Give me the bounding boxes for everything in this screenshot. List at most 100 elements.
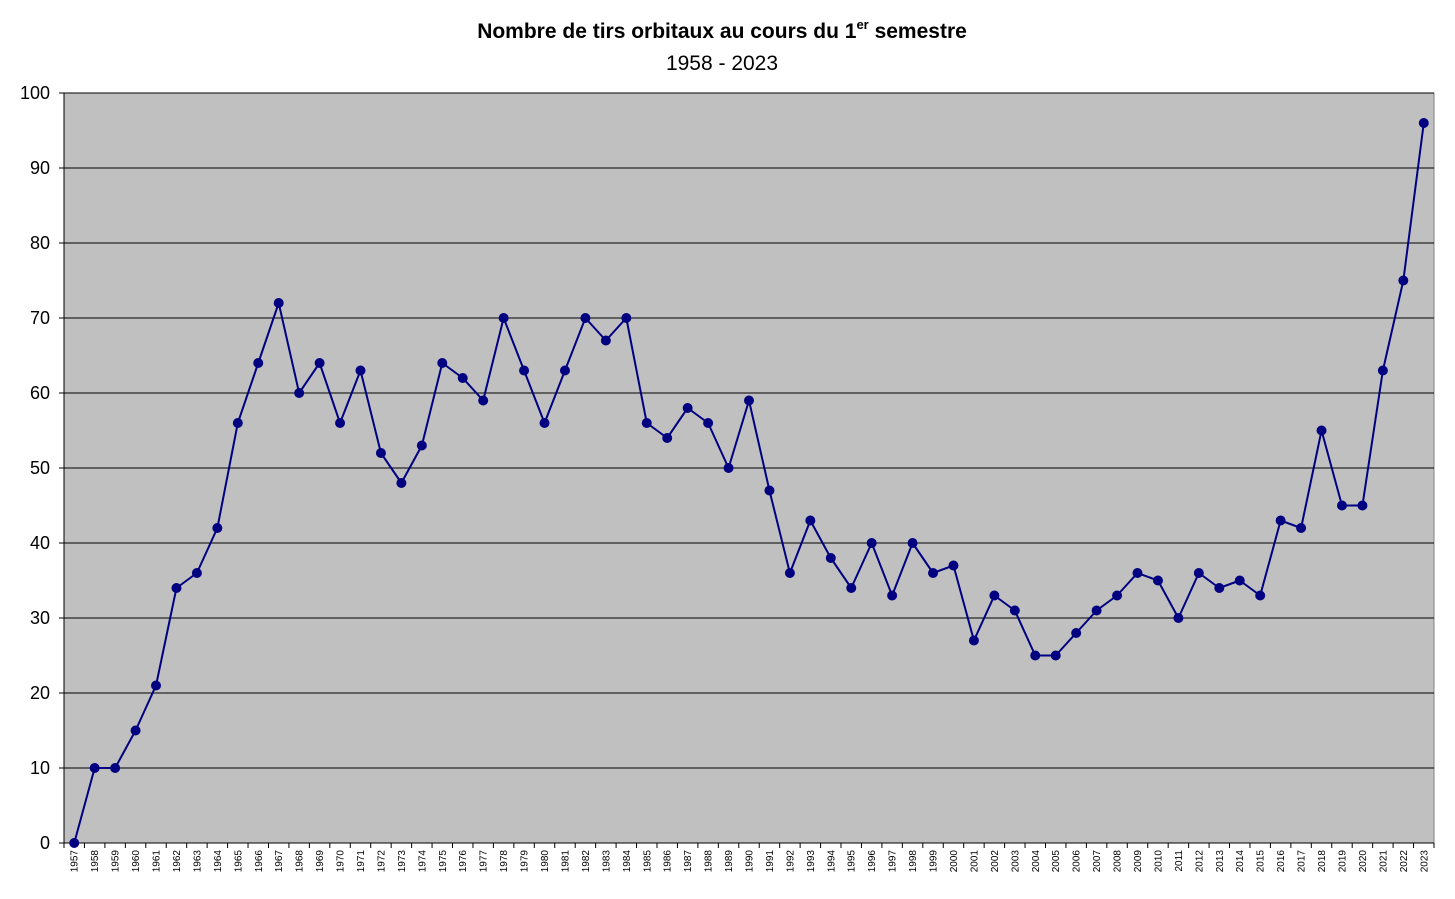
y-tick-label: 50 <box>30 458 50 478</box>
x-tick-label-1978: 1978 <box>499 850 510 873</box>
x-tick-label-1971: 1971 <box>356 850 367 873</box>
data-point-1964 <box>212 523 223 533</box>
x-tick-label-1963: 1963 <box>192 850 203 873</box>
data-point-1996 <box>866 538 877 548</box>
chart-title: Nombre de tirs orbitaux au cours du 1er … <box>477 17 967 43</box>
x-tick-label-1990: 1990 <box>745 850 756 873</box>
data-point-2015 <box>1255 590 1266 601</box>
data-point-1957 <box>69 838 80 848</box>
y-tick-label: 30 <box>30 608 50 628</box>
x-tick-label-1989: 1989 <box>724 850 735 873</box>
data-point-1970 <box>335 418 346 428</box>
x-tick-label-1975: 1975 <box>438 850 449 873</box>
data-point-1984 <box>621 313 632 323</box>
x-tick-label-2018: 2018 <box>1317 850 1328 873</box>
x-tick-label-1966: 1966 <box>254 850 265 873</box>
y-tick-label: 40 <box>30 533 50 553</box>
x-tick-label-1981: 1981 <box>560 850 571 873</box>
x-tick-label-2008: 2008 <box>1113 850 1124 873</box>
chart-title-superscript: er <box>856 17 868 32</box>
x-tick-label-1969: 1969 <box>315 850 326 873</box>
x-tick-label-2012: 2012 <box>1194 850 1205 873</box>
data-point-2010 <box>1152 575 1163 586</box>
x-tick-label-1992: 1992 <box>785 850 796 873</box>
data-point-1972 <box>375 448 386 458</box>
data-point-1982 <box>580 313 591 323</box>
data-point-1968 <box>294 388 305 398</box>
data-point-2021 <box>1377 365 1388 376</box>
data-point-1966 <box>253 358 264 368</box>
data-point-2007 <box>1091 605 1102 616</box>
data-point-1977 <box>478 395 489 406</box>
data-point-2001 <box>968 635 979 646</box>
x-tick-label-2016: 2016 <box>1276 850 1287 873</box>
data-point-1998 <box>907 538 918 548</box>
data-point-2013 <box>1214 583 1225 593</box>
data-point-1985 <box>641 418 652 428</box>
data-point-1979 <box>519 365 530 376</box>
x-tick-label-1973: 1973 <box>397 850 408 873</box>
x-tick-label-2006: 2006 <box>1072 850 1083 873</box>
chart-title-main: Nombre de tirs orbitaux au cours du 1 <box>477 20 857 43</box>
data-point-2019 <box>1336 500 1347 511</box>
x-tick-label-2002: 2002 <box>990 850 1001 873</box>
data-point-2000 <box>948 560 959 571</box>
data-point-1963 <box>191 568 202 578</box>
x-tick-label-2009: 2009 <box>1133 850 1144 873</box>
data-point-1962 <box>171 583 182 593</box>
x-tick-label-1962: 1962 <box>172 850 183 873</box>
data-point-1990 <box>744 395 754 406</box>
x-tick-label-2017: 2017 <box>1297 850 1308 873</box>
data-point-1989 <box>723 463 734 473</box>
data-point-1983 <box>600 335 611 346</box>
data-point-1987 <box>682 403 693 413</box>
chart-subtitle: 1958 - 2023 <box>666 52 778 75</box>
data-point-1980 <box>539 418 550 428</box>
x-tick-label-1968: 1968 <box>295 850 306 873</box>
data-point-1973 <box>396 478 407 488</box>
data-point-1988 <box>703 418 714 428</box>
x-tick-label-1964: 1964 <box>213 850 224 873</box>
data-point-1959 <box>110 763 121 773</box>
x-tick-label-1960: 1960 <box>131 850 142 873</box>
x-tick-label-1988: 1988 <box>704 850 715 873</box>
x-axis: 1957 1958 1959 1960 1961 1962 1963 1964 1965 1966… <box>63 842 1435 873</box>
data-point-2006 <box>1071 628 1082 638</box>
data-point-1978 <box>498 313 509 323</box>
data-point-2004 <box>1030 650 1041 661</box>
x-tick-label-1967: 1967 <box>274 850 285 873</box>
data-point-1991 <box>764 485 775 496</box>
data-point-1974 <box>416 440 427 451</box>
data-point-2002 <box>989 590 1000 601</box>
data-point-2017 <box>1296 523 1307 533</box>
data-point-2020 <box>1357 500 1368 511</box>
x-tick-label-2021: 2021 <box>1378 850 1389 873</box>
data-point-1971 <box>355 365 366 376</box>
x-tick-label-2001: 2001 <box>969 850 980 873</box>
data-point-2005 <box>1050 650 1061 661</box>
data-point-1997 <box>887 590 898 601</box>
y-tick-label: 70 <box>30 308 50 328</box>
data-point-1992 <box>784 568 795 578</box>
x-tick-label-1982: 1982 <box>581 850 592 873</box>
data-point-2018 <box>1316 425 1327 436</box>
chart-title-after: semestre <box>869 20 967 43</box>
x-tick-label-2004: 2004 <box>1031 850 1042 873</box>
y-tick-label: 10 <box>30 758 50 778</box>
x-tick-label-2003: 2003 <box>1010 850 1021 873</box>
data-point-2014 <box>1234 575 1245 586</box>
x-tick-label-1999: 1999 <box>929 850 940 873</box>
data-point-1961 <box>151 680 162 691</box>
x-tick-label-2022: 2022 <box>1399 850 1410 873</box>
x-tick-label-1998: 1998 <box>908 850 919 873</box>
data-point-2008 <box>1112 590 1123 601</box>
y-axis: 0 10 20 30 40 50 60 70 80 90 100 <box>20 83 65 853</box>
x-tick-label-1965: 1965 <box>233 850 244 873</box>
x-tick-label-2013: 2013 <box>1215 850 1226 873</box>
y-tick-label: 0 <box>40 833 50 853</box>
y-tick-label: 90 <box>30 158 50 178</box>
x-tick-label-1977: 1977 <box>479 850 490 873</box>
x-tick-label-1961: 1961 <box>152 850 163 873</box>
data-point-2016 <box>1275 515 1286 526</box>
